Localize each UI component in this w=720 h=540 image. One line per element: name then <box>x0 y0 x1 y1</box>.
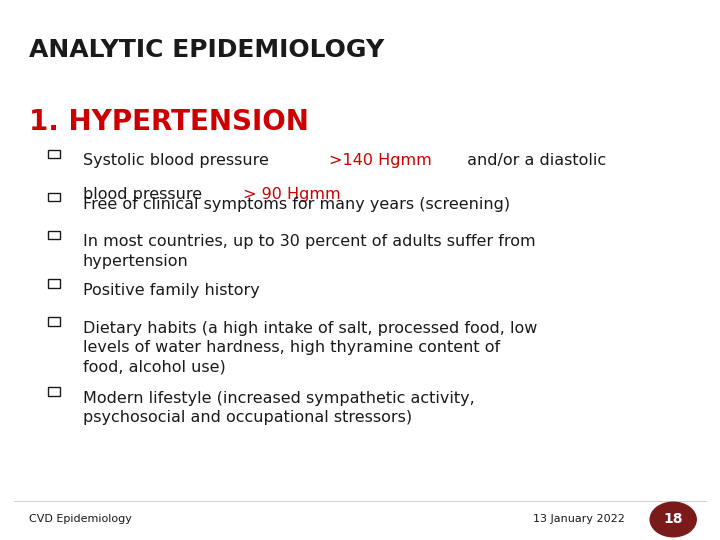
Text: 13 January 2022: 13 January 2022 <box>533 515 625 524</box>
Text: and/or a diastolic: and/or a diastolic <box>462 153 606 168</box>
Text: >140 Hgmm: >140 Hgmm <box>329 153 432 168</box>
Bar <box>48 317 60 326</box>
Bar <box>48 279 60 288</box>
Text: CVD Epidemiology: CVD Epidemiology <box>29 515 132 524</box>
Text: Modern lifestyle (increased sympathetic activity,
psychosocial and occupational : Modern lifestyle (increased sympathetic … <box>83 391 474 425</box>
Text: 1. HYPERTENSION: 1. HYPERTENSION <box>29 108 309 136</box>
Bar <box>48 387 60 396</box>
Circle shape <box>650 502 696 537</box>
Text: Positive family history: Positive family history <box>83 283 259 298</box>
Text: blood pressure: blood pressure <box>83 187 207 202</box>
Text: Free of clinical symptoms for many years (screening): Free of clinical symptoms for many years… <box>83 197 510 212</box>
Bar <box>48 150 60 158</box>
Bar <box>48 193 60 201</box>
Text: Dietary habits (a high intake of salt, processed food, low
levels of water hardn: Dietary habits (a high intake of salt, p… <box>83 321 537 374</box>
Text: 18: 18 <box>663 512 683 526</box>
Text: ANALYTIC EPIDEMIOLOGY: ANALYTIC EPIDEMIOLOGY <box>29 38 384 62</box>
Bar <box>48 231 60 239</box>
Text: In most countries, up to 30 percent of adults suffer from
hypertension: In most countries, up to 30 percent of a… <box>83 234 536 268</box>
Text: Systolic blood pressure: Systolic blood pressure <box>83 153 274 168</box>
Text: > 90 Hgmm: > 90 Hgmm <box>243 187 341 202</box>
